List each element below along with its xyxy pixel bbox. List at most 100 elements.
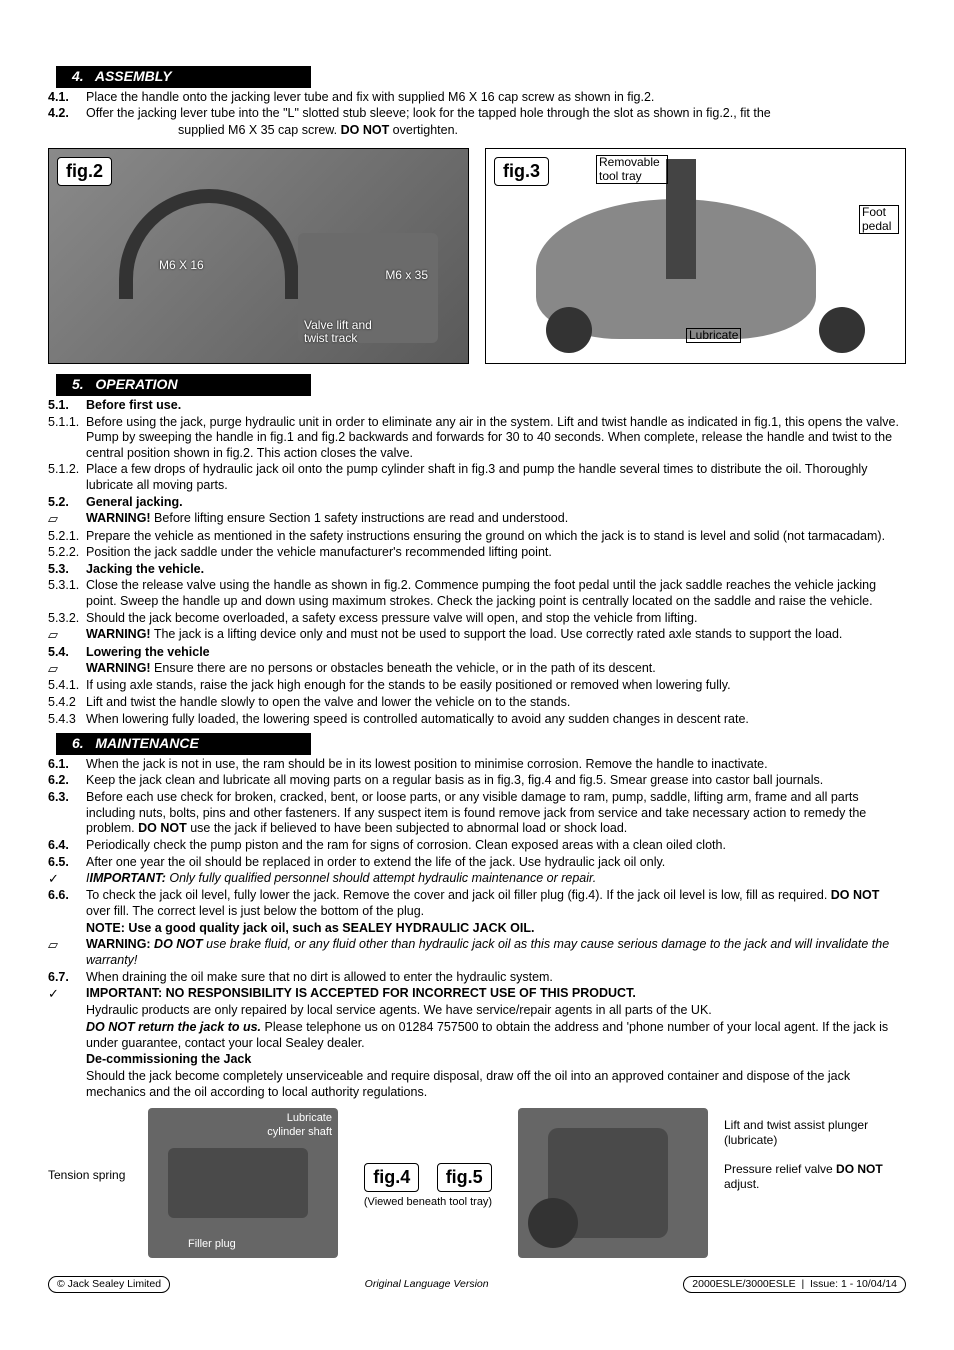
pressure-relief: Pressure relief valve DO NOT adjust. [724,1162,906,1192]
footer-right: 2000ESLE/3000ESLE | Issue: 1 - 10/04/14 [683,1276,906,1293]
decom: Should the jack become completely unserv… [86,1069,906,1100]
w6-text: use brake fluid, or any fluid other than… [86,937,889,967]
filler-label: Filler plug [188,1238,236,1252]
warn-52: WARNING! Before lifting ensure Section 1… [86,511,906,527]
w54-lead: WARNING! [86,661,151,675]
title-5-4: Lowering the vehicle [86,645,906,661]
body-65: After one year the oil should be replace… [86,855,906,871]
body-66: To check the jack oil level, fully lower… [86,888,906,919]
w6-lead: WARNING: [86,937,151,951]
viewed-caption: (Viewed beneath tool tray) [348,1196,508,1210]
w54-text: Ensure there are no persons or obstacles… [151,661,656,675]
b66bold: DO NOT [831,888,880,902]
fig4-fig5-labels: fig.4 fig.5 (Viewed beneath tool tray) [348,1108,508,1209]
body-542: Lift and twist the handle slowly to open… [86,695,906,711]
tension-label: Tension spring [48,1108,138,1183]
body-67: When draining the oil make sure that no … [86,970,906,986]
body-63: Before each use check for broken, cracke… [86,790,906,837]
body-543: When lowering fully loaded, the lowering… [86,712,906,728]
num-66: 6.6. [48,888,86,904]
hyd2: DO NOT return the jack to us. Please tel… [86,1020,906,1051]
num-5-4: 5.4. [48,645,86,661]
num-67: 6.7. [48,970,86,986]
note-oil: NOTE: Use a good quality jack oil, such … [86,921,906,937]
body-532: Should the jack become overloaded, a saf… [86,611,906,627]
body-4-2c: overtighten. [389,123,458,137]
w52-lead: WARNING! [86,511,151,525]
sec4-title: ASSEMBLY [95,68,172,84]
w6-bold: DO NOT [151,937,203,951]
title-5-3: Jacking the vehicle. [86,562,906,578]
warn-53: WARNING! The jack is a lifting device on… [86,627,906,643]
title-5-1: Before first use. [86,398,906,414]
body-4-2: Offer the jacking lever tube into the "L… [86,106,906,122]
w52-text: Before lifting ensure Section 1 safety i… [151,511,569,525]
fig2-m6x16: M6 X 16 [159,259,204,272]
num-5-3: 5.3. [48,562,86,578]
fig2-box: fig.2 M6 X 16 M6 x 35 Valve lift and twi… [48,148,469,364]
num-5-2: 5.2. [48,495,86,511]
pr-b: DO NOT [836,1162,883,1176]
body-4-2a: Offer the jacking lever tube into the "L… [86,106,771,120]
body-61: When the jack is not in use, the ram sho… [86,757,906,773]
body-4-1: Place the handle onto the jacking lever … [86,90,906,106]
num-5-1: 5.1. [48,398,86,414]
check-icon: ✓ [48,986,86,1002]
num-512: 5.1.2. [48,462,86,478]
num-4-1: 4.1. [48,90,86,106]
num-64: 6.4. [48,838,86,854]
lube-cyl: Lubricate cylinder shaft [252,1112,332,1140]
num-61: 6.1. [48,757,86,773]
line-4-2: 4.2. Offer the jacking lever tube into t… [48,106,906,122]
fig2-label: fig.2 [57,157,112,186]
body-522: Position the jack saddle under the vehic… [86,545,906,561]
num-511: 5.1.1. [48,415,86,431]
footer: © Jack Sealey Limited Original Language … [48,1276,906,1293]
pr-c: adjust. [724,1177,759,1191]
b63bold: DO NOT [138,821,187,835]
pr-a: Pressure relief valve [724,1162,836,1176]
body-64: Periodically check the pump piston and t… [86,838,906,854]
body-4-2b: supplied M6 X 35 cap screw. [178,123,341,137]
body-62: Keep the jack clean and lubricate all mo… [86,773,906,789]
fig4-label: fig.4 [364,1163,419,1192]
num-541: 5.4.1. [48,678,86,694]
imp6: IIMPORTANT: Only fully qualified personn… [86,871,906,887]
footer-right-b: Issue: 1 - 10/04/14 [810,1278,897,1290]
fig5-label: fig.5 [437,1163,492,1192]
body-531: Close the release valve using the handle… [86,578,906,609]
footer-right-a: 2000ESLE/3000ESLE [692,1278,795,1290]
imp2: IMPORTANT: NO RESPONSIBILITY IS ACCEPTED… [86,986,906,1002]
fig2-valve: Valve lift and twist track [304,319,374,345]
figs-row-top: fig.2 M6 X 16 M6 x 35 Valve lift and twi… [48,148,906,364]
warn-icon: ▱ [48,937,86,953]
num-4-2: 4.2. [48,106,86,122]
body-511: Before using the jack, purge hydraulic u… [86,415,906,462]
num-522: 5.2.2. [48,545,86,561]
line-4-1: 4.1. Place the handle onto the jacking l… [48,90,906,106]
sec6-num: 6. [72,735,84,751]
w53-lead: WARNING! [86,627,151,641]
title-5-2: General jacking. [86,495,906,511]
decom-h: De-commissioning the Jack [86,1052,906,1068]
footer-left: © Jack Sealey Limited [48,1276,170,1293]
fig3-tray: Removable tool tray [596,155,668,183]
fig2-m6x35: M6 x 35 [385,269,428,282]
b63b: use the jack if believed to have been su… [187,821,628,835]
num-532: 5.3.2. [48,611,86,627]
warn-icon: ▱ [48,661,86,677]
lift-twist: Lift and twist assist plunger (lubricate… [724,1118,906,1148]
body-521: Prepare the vehicle as mentioned in the … [86,529,906,545]
num-521: 5.2.1. [48,529,86,545]
sec5-num: 5. [72,376,84,392]
section-6-header: 6. MAINTENANCE [56,733,311,755]
imp6-text: Only fully qualified personnel should at… [166,871,596,885]
fig3-box: fig.3 Removable tool tray Foot pedal Lub… [485,148,906,364]
line-4-2-cont: supplied M6 X 35 cap screw. DO NOT overt… [48,123,906,139]
warn-icon: ▱ [48,511,86,527]
body-4-2-bold: DO NOT [341,123,390,137]
footer-center: Original Language Version [365,1278,489,1291]
sec6-title: MAINTENANCE [95,735,198,751]
section-4-header: 4. ASSEMBLY [56,66,311,88]
warn-icon: ▱ [48,627,86,643]
